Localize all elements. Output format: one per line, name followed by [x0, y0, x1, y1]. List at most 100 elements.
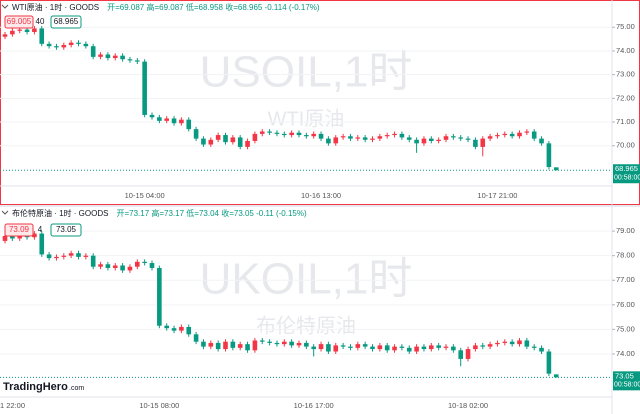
candle-body	[370, 346, 375, 350]
candle-body	[135, 261, 140, 267]
candle-body	[414, 346, 419, 352]
candle-body	[17, 29, 22, 31]
candle-body	[333, 345, 339, 352]
y-tick-label: 71.00	[616, 117, 635, 126]
candle-body	[421, 138, 427, 144]
price-badge[interactable]	[4, 15, 34, 29]
price-badge[interactable]	[50, 223, 82, 237]
badge-price[interactable]: 73.05	[56, 225, 77, 234]
candle-body	[179, 326, 184, 331]
candle-body	[318, 344, 324, 350]
candle-body	[495, 135, 500, 137]
candle-body	[76, 253, 81, 257]
badge-price[interactable]: 69.005	[7, 17, 32, 26]
candle-body	[326, 344, 331, 352]
candle-body	[157, 267, 162, 326]
y-tick-label: 74.00	[616, 349, 635, 358]
spread-value: 4	[38, 225, 43, 234]
candle-body	[487, 136, 493, 139]
price-badge[interactable]	[4, 223, 34, 237]
badge-price[interactable]: 68.965	[54, 17, 79, 26]
candle-body	[252, 340, 258, 351]
candle-body	[296, 342, 302, 346]
watermark-symbol: UKOIL,1时	[200, 255, 413, 304]
candle-body	[61, 255, 67, 257]
y-tick-label: 76.00	[616, 300, 635, 309]
candle-body	[348, 346, 353, 348]
candle-body	[98, 54, 103, 57]
candle-body	[208, 342, 214, 347]
candle-body	[46, 43, 52, 47]
candle-body	[340, 345, 346, 347]
candle-body	[142, 261, 147, 264]
candle-body	[531, 131, 537, 139]
watermark-name: 布伦特原油	[256, 314, 356, 337]
candle-body	[487, 344, 493, 347]
candle-body	[311, 133, 316, 137]
candle-body	[362, 137, 368, 140]
candle-body	[164, 325, 169, 329]
badge-price[interactable]: 73.09	[9, 225, 30, 234]
candle-body	[458, 137, 463, 139]
y-tick-label: 70.00	[616, 141, 635, 150]
candle-body	[274, 342, 280, 345]
candle-body	[553, 167, 559, 171]
candle-body	[465, 349, 471, 359]
candle-body	[127, 59, 133, 61]
candle-body	[524, 340, 530, 347]
last-price-label: 73.05	[615, 371, 634, 380]
candle-body	[392, 133, 397, 136]
candle-body	[546, 143, 552, 168]
candle-body	[421, 346, 427, 350]
candle-body	[237, 344, 243, 348]
candle-body	[451, 346, 456, 351]
candle-body	[539, 347, 544, 352]
price-badge[interactable]	[50, 15, 82, 29]
candle-body	[201, 341, 206, 347]
watermark-symbol: USOIL,1时	[200, 48, 413, 97]
symbol-title: WTI原油 · 1时 · GOODS	[12, 2, 99, 12]
candle-body	[399, 133, 405, 138]
candle-body	[208, 139, 214, 145]
candle-body	[502, 341, 508, 343]
brand-suffix: .com	[69, 385, 84, 392]
candle-body	[399, 346, 405, 348]
x-tick-label: 10-15 08:00	[139, 401, 179, 410]
last-price-tag	[613, 164, 640, 184]
candle-body	[517, 340, 522, 345]
candle-body	[259, 340, 265, 342]
x-tick-label: 10-15 04:00	[125, 191, 165, 200]
candle-body	[259, 131, 265, 134]
collapse-icon[interactable]	[1, 210, 9, 215]
candle-body	[406, 137, 412, 140]
candle-body	[289, 132, 294, 136]
candle-body	[186, 119, 192, 130]
candle-body	[384, 135, 390, 137]
candle-body	[120, 265, 125, 271]
candle-body	[83, 255, 89, 257]
candle-body	[32, 28, 37, 32]
candle-body	[553, 374, 559, 378]
candle-body	[531, 346, 537, 348]
candle-body	[112, 55, 118, 59]
candle-body	[112, 265, 118, 268]
candle-body	[429, 138, 434, 141]
brand: TradingHero	[3, 381, 68, 393]
candle-body	[157, 117, 162, 121]
spread-value: 40	[36, 17, 45, 26]
candle-body	[142, 61, 147, 115]
candle-body	[451, 136, 456, 138]
candle-body	[230, 341, 236, 348]
x-tick-label: 10-16 13:00	[301, 191, 341, 200]
candle-body	[406, 347, 412, 352]
candle-body	[39, 233, 45, 255]
symbol-title: 布伦特原油 · 1时 · GOODS	[12, 208, 108, 218]
candle-body	[230, 137, 236, 143]
candle-body	[252, 133, 258, 141]
candle-body	[24, 29, 30, 32]
collapse-icon[interactable]	[1, 4, 9, 9]
candle-body	[436, 139, 441, 141]
candle-body	[46, 254, 52, 259]
candle-body	[2, 236, 8, 241]
candle-body	[68, 42, 74, 46]
